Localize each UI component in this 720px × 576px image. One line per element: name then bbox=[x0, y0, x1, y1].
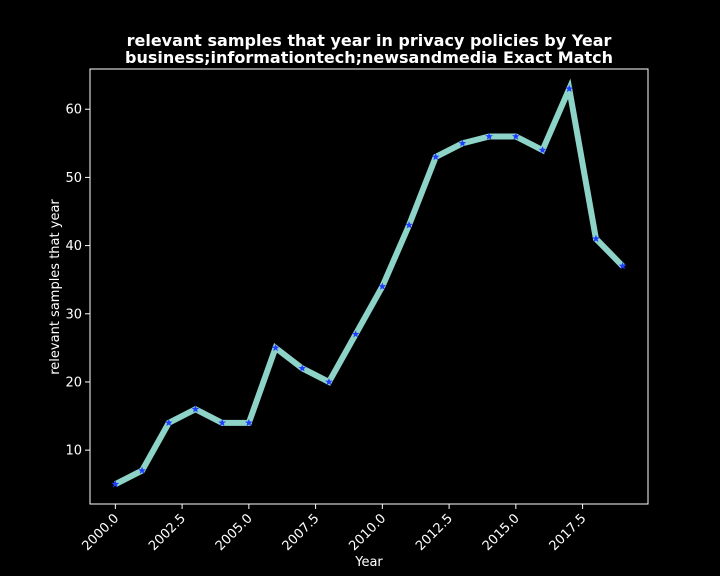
data-point-marker bbox=[191, 405, 200, 413]
data-point-marker bbox=[458, 139, 467, 147]
data-point-marker bbox=[138, 466, 146, 474]
y-tick-label: 20 bbox=[65, 375, 82, 390]
data-point-marker bbox=[164, 418, 173, 427]
data-point-marker bbox=[325, 377, 333, 386]
data-point-marker bbox=[618, 262, 627, 270]
data-point-marker bbox=[405, 221, 413, 229]
chart-title: relevant samples that year in privacy po… bbox=[127, 31, 612, 50]
data-point-marker bbox=[485, 132, 493, 140]
series-layer bbox=[111, 78, 627, 488]
data-point-marker bbox=[431, 152, 440, 161]
data-point-marker bbox=[592, 234, 600, 243]
y-axis-label: relevant samples that year bbox=[48, 199, 63, 375]
data-point-marker bbox=[512, 132, 520, 140]
data-point-marker bbox=[298, 364, 307, 372]
plot-frame bbox=[89, 68, 649, 505]
y-tick-label: 30 bbox=[65, 307, 82, 322]
data-point-marker bbox=[218, 418, 226, 427]
y-tick-label: 50 bbox=[65, 171, 82, 186]
series-line bbox=[113, 78, 625, 487]
y-tick-label: 60 bbox=[65, 103, 82, 118]
data-point-marker bbox=[111, 480, 120, 488]
data-point-marker bbox=[245, 418, 253, 427]
data-point-marker bbox=[538, 146, 547, 154]
y-tick-label: 10 bbox=[65, 444, 82, 459]
data-point-marker bbox=[271, 343, 280, 352]
data-point-marker bbox=[378, 282, 387, 290]
x-axis-label: Year bbox=[354, 555, 383, 570]
y-axis-ticks: 10 20 30 40 50 60 bbox=[65, 103, 90, 459]
y-tick-label: 40 bbox=[65, 239, 82, 254]
data-point-marker bbox=[351, 330, 360, 338]
chart-subtitle: business;informationtech;newsandmedia Ex… bbox=[125, 48, 613, 67]
data-point-marker bbox=[565, 84, 574, 93]
